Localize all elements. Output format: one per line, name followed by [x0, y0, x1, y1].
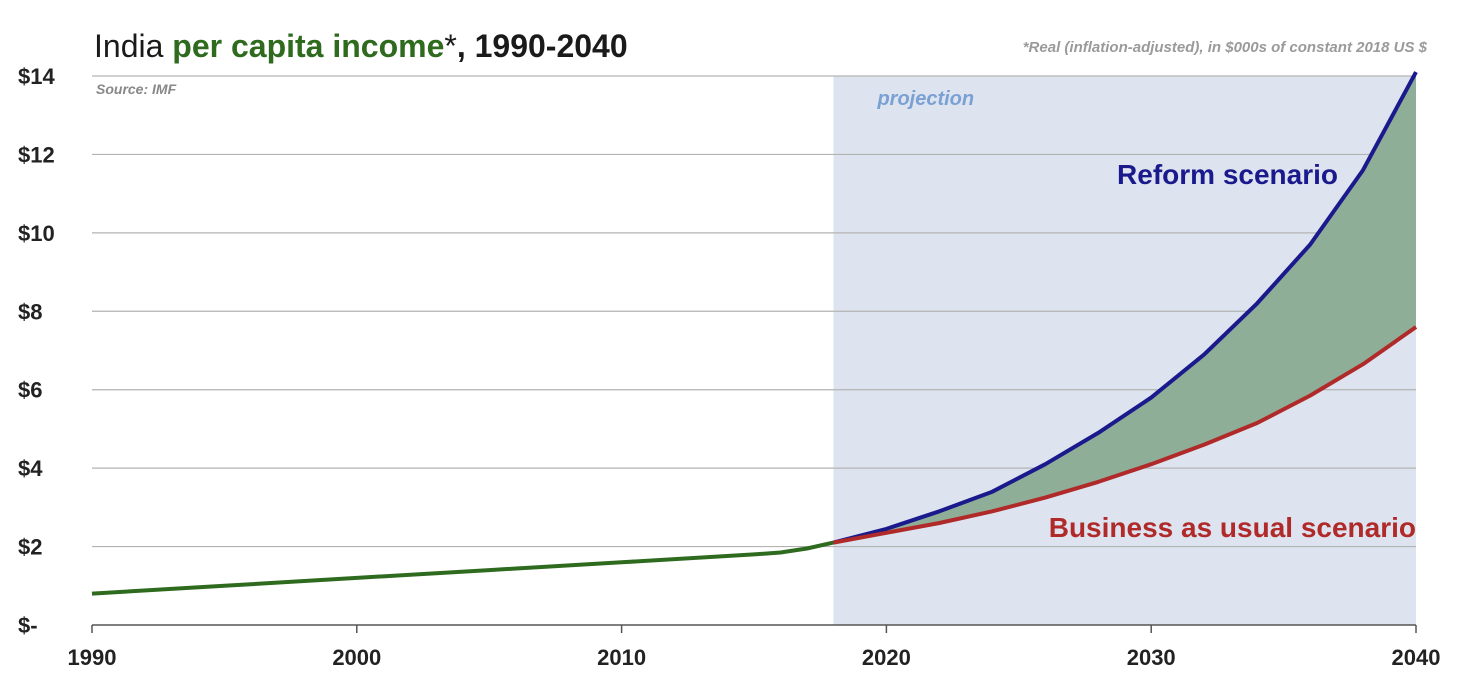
- x-tick-label: 2020: [862, 645, 911, 670]
- history-line: [91, 540, 834, 596]
- business-line: [833, 325, 1418, 545]
- scenario-gap-area: [833, 72, 1416, 543]
- units-note: *Real (inflation-adjusted), in $000s of …: [1023, 39, 1428, 56]
- projection-label: projection: [876, 88, 974, 110]
- gridlines: [92, 75, 1416, 548]
- x-tick-label: 2010: [597, 645, 646, 670]
- title-part-3: *: [444, 28, 456, 64]
- y-tick-label: $10: [18, 221, 55, 246]
- y-tick-label: $4: [18, 456, 43, 481]
- reform-line: [832, 71, 1418, 545]
- y-axis-ticks: $- $2 $4 $6 $8 $10 $12 $14: [18, 64, 55, 638]
- source-label: Source: IMF: [96, 81, 177, 97]
- business-scenario-label: Business as usual scenario: [1049, 512, 1416, 543]
- y-tick-label: $8: [18, 299, 42, 324]
- reform-scenario-label: Reform scenario: [1117, 159, 1338, 190]
- x-tick-label: 2030: [1127, 645, 1176, 670]
- x-axis-ticks: 1990 2000 2010 2020 2030 2040: [68, 625, 1441, 670]
- title-part-4: , 1990-2040: [457, 28, 628, 64]
- y-tick-label: $14: [18, 64, 55, 89]
- x-tick-label: 2040: [1392, 645, 1441, 670]
- y-tick-label: $12: [18, 142, 55, 167]
- chart-title: India per capita income*, 1990-2040: [94, 28, 628, 64]
- y-tick-label: $-: [18, 613, 38, 638]
- y-tick-label: $2: [18, 535, 42, 560]
- title-part-1: India: [94, 28, 172, 64]
- x-tick-label: 2000: [332, 645, 381, 670]
- x-tick-label: 1990: [68, 645, 117, 670]
- y-tick-label: $6: [18, 378, 42, 403]
- title-part-2: per capita income: [172, 28, 444, 64]
